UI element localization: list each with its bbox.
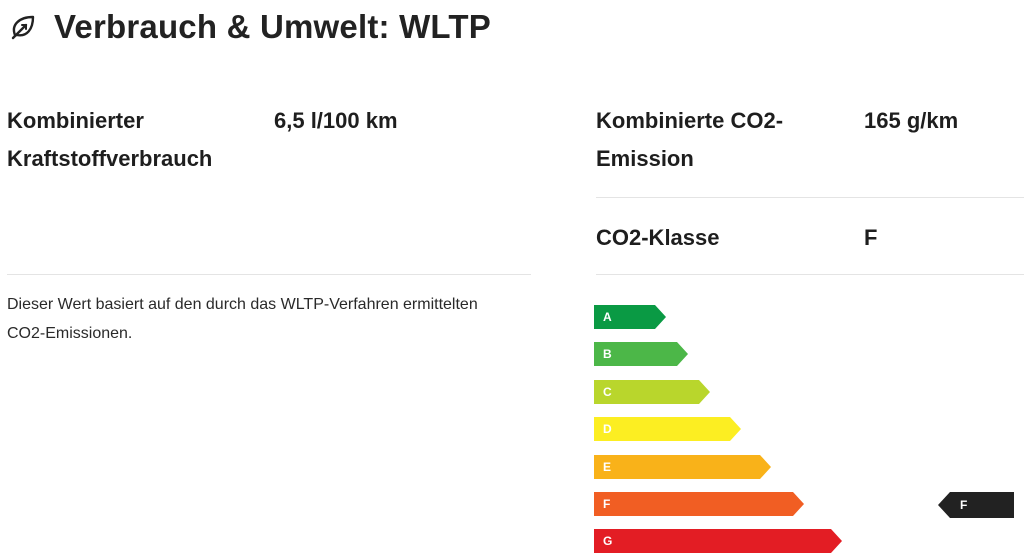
fuel-consumption-value: 6,5 l/100 km (274, 108, 398, 133)
efficiency-class-letter: B (603, 347, 612, 361)
selected-class-marker: F (938, 492, 1014, 518)
efficiency-class-bar-f: F (594, 492, 804, 516)
efficiency-class-letter: G (603, 534, 613, 548)
efficiency-class-bar-c: C (594, 380, 710, 404)
fuel-consumption-label: Kombinierter Kraftstoffverbrauch (7, 108, 213, 171)
divider (7, 274, 531, 275)
divider (596, 274, 1024, 275)
efficiency-class-letter: A (603, 310, 612, 324)
page-title: Verbrauch & Umwelt: WLTP (54, 8, 491, 45)
efficiency-class-letter: F (603, 497, 611, 511)
leaf-icon (8, 12, 38, 42)
section-header: Verbrauch & Umwelt: WLTP (8, 6, 491, 48)
efficiency-class-bar-a: A (594, 305, 666, 329)
co2-emission-label: Kombinierte CO2- Emission (596, 108, 784, 171)
efficiency-class-bar-g: G (594, 529, 842, 553)
divider (596, 197, 1024, 198)
wltp-note: Dieser Wert basiert auf den durch das WL… (7, 296, 478, 342)
co2-emission-value: 165 g/km (864, 108, 959, 133)
efficiency-class-letter: E (603, 460, 612, 474)
co2-class-label: CO2-Klasse (596, 225, 720, 250)
efficiency-class-bar-d: D (594, 417, 741, 441)
efficiency-class-letter: C (603, 385, 612, 399)
efficiency-class-letter: D (603, 422, 612, 436)
efficiency-class-bar-e: E (594, 455, 771, 479)
efficiency-class-bar-b: B (594, 342, 688, 366)
co2-class-value: F (864, 225, 878, 250)
selected-class-letter: F (960, 498, 968, 512)
